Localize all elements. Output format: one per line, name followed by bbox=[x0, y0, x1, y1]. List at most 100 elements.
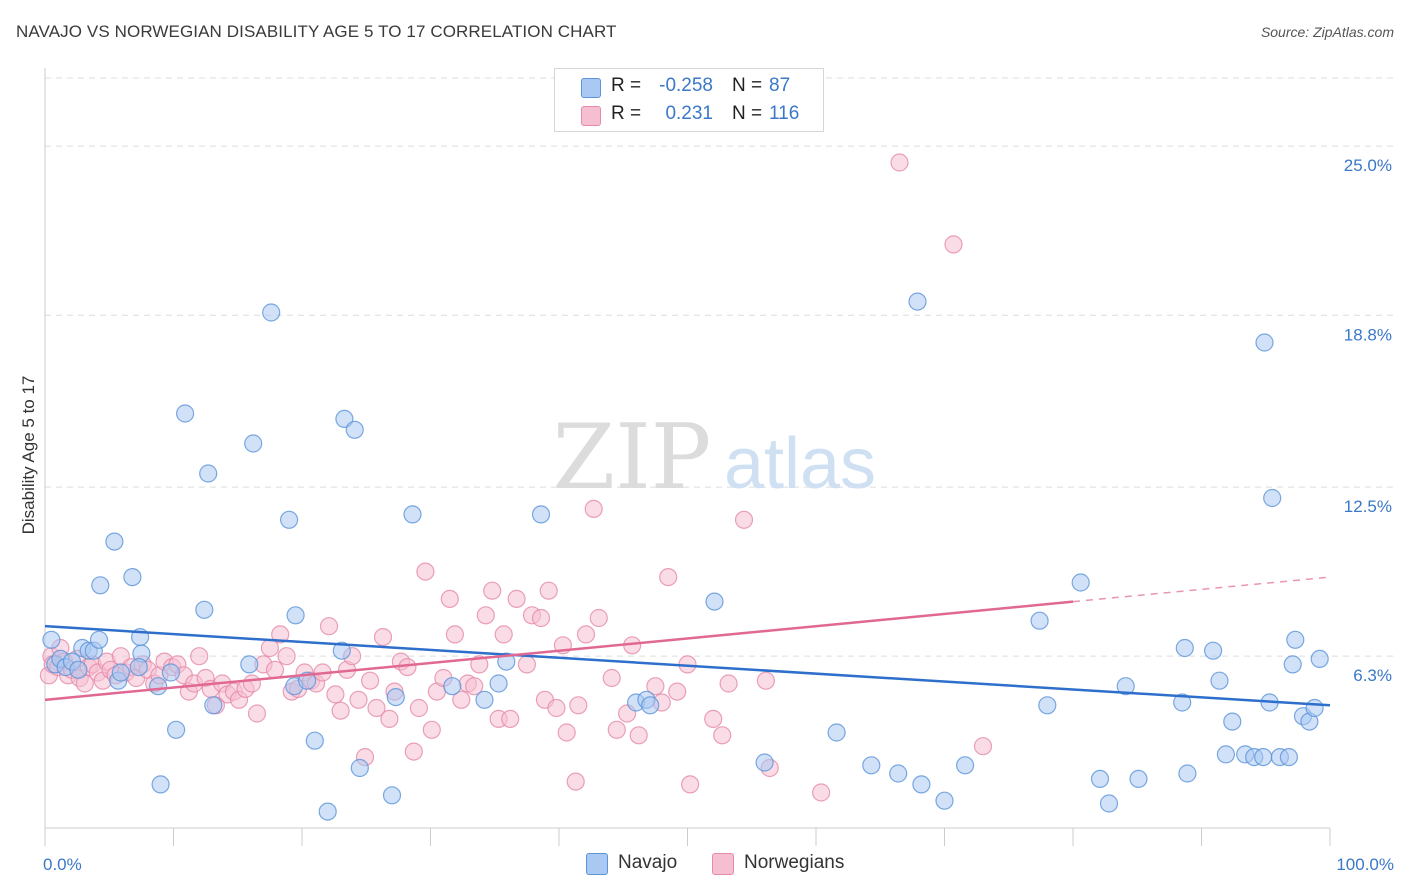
norwegians-point bbox=[277, 647, 296, 666]
norwegians-point bbox=[501, 709, 520, 729]
norwegians-legend-swatch bbox=[712, 853, 734, 875]
legend-n-label: N = bbox=[732, 75, 763, 96]
navajo-swatch bbox=[581, 78, 601, 98]
norwegians-point bbox=[890, 153, 909, 172]
navajo-point bbox=[1263, 488, 1282, 508]
y-tick-label: 25.0% bbox=[1344, 156, 1392, 175]
navajo-point bbox=[1286, 630, 1305, 649]
norwegians-point bbox=[811, 783, 831, 802]
norwegians-point bbox=[367, 698, 386, 718]
norwegians-point bbox=[331, 701, 350, 720]
navajo-point bbox=[908, 292, 927, 311]
norwegians-point bbox=[494, 625, 513, 644]
norwegians-point bbox=[416, 562, 435, 581]
navajo-point bbox=[912, 775, 931, 794]
norwegians-point bbox=[465, 677, 484, 696]
watermark: ZIP atlas bbox=[553, 405, 876, 510]
navajo-point bbox=[1116, 677, 1135, 696]
navajo-point bbox=[332, 641, 351, 660]
norwegians-point bbox=[242, 674, 261, 693]
navajo-point bbox=[167, 720, 186, 739]
norwegians-point bbox=[734, 510, 754, 529]
norwegians-point bbox=[190, 647, 209, 666]
y-tick-label: 18.8% bbox=[1344, 325, 1392, 344]
legend-n-value: 116 bbox=[769, 103, 800, 124]
norwegians-point bbox=[589, 608, 608, 628]
norwegians-point bbox=[271, 625, 290, 644]
norwegians-point bbox=[646, 677, 665, 696]
legend-r-value: -0.258 bbox=[659, 75, 713, 96]
navajo-point bbox=[129, 657, 148, 677]
norwegians-point bbox=[247, 704, 267, 723]
norwegians-point bbox=[422, 720, 441, 739]
axes bbox=[44, 68, 1331, 846]
navajo-point bbox=[89, 630, 109, 649]
norwegians-point bbox=[517, 655, 537, 674]
navajo-point bbox=[1099, 794, 1119, 813]
navajo-point bbox=[443, 677, 462, 696]
norwegians-point bbox=[476, 606, 495, 625]
tick-labels: 6.3% 12.5% 18.8% 25.0% 0.0% 100.0% bbox=[43, 156, 1394, 874]
navajo-point bbox=[1305, 698, 1324, 718]
norwegians-legend-label: Norwegians bbox=[744, 852, 845, 873]
navajo-point bbox=[262, 303, 281, 322]
norwegians-point bbox=[265, 660, 285, 679]
navajo-point bbox=[318, 802, 337, 821]
navajo-point bbox=[862, 756, 881, 775]
navajo-point bbox=[1255, 333, 1274, 352]
navajo-point bbox=[955, 756, 975, 775]
navajo-trend-line bbox=[44, 624, 1331, 707]
navajo-point bbox=[755, 753, 774, 772]
norwegians-point bbox=[547, 698, 566, 718]
legend-n-value: 87 bbox=[769, 75, 791, 96]
legend-n-label: N = bbox=[732, 103, 763, 124]
y-tick-label: 12.5% bbox=[1344, 497, 1392, 516]
legend-row-navajo: R = -0.258 N = 87 bbox=[555, 72, 823, 100]
navajo-point bbox=[176, 404, 195, 423]
norwegians-point bbox=[659, 567, 678, 587]
norwegians-point bbox=[361, 671, 380, 690]
legend-row-norwegians: R = 0.231 N = 116 bbox=[555, 100, 823, 128]
norwegians-point bbox=[566, 772, 585, 791]
navajo-point bbox=[827, 723, 846, 742]
watermark-atlas: atlas bbox=[724, 424, 876, 504]
navajo-point bbox=[42, 630, 61, 649]
correlation-legend: R = -0.258 N = 87 R = 0.231 N = 116 bbox=[554, 68, 824, 132]
norwegians-point bbox=[944, 235, 963, 254]
navajo-point bbox=[475, 690, 494, 709]
navajo-point bbox=[705, 592, 724, 611]
norwegians-point bbox=[584, 499, 603, 518]
norwegians-trend-extension bbox=[1072, 576, 1331, 603]
norwegians-point bbox=[326, 685, 345, 704]
norwegians-point bbox=[409, 698, 428, 718]
norwegians-point bbox=[373, 627, 393, 647]
norwegians-point bbox=[756, 671, 776, 690]
grid-lines bbox=[45, 77, 1395, 657]
navajo-point bbox=[403, 505, 422, 524]
norwegians-point bbox=[973, 737, 993, 756]
norwegians-point bbox=[440, 589, 459, 609]
navajo-point bbox=[641, 696, 660, 715]
navajo-point bbox=[244, 434, 263, 453]
norwegians-point bbox=[319, 617, 339, 636]
navajo-point bbox=[1090, 769, 1110, 789]
navajo-point bbox=[1279, 747, 1299, 767]
navajo-point bbox=[204, 696, 223, 715]
navajo-point bbox=[151, 775, 170, 794]
navajo-point bbox=[345, 420, 364, 439]
norwegians-point bbox=[576, 625, 596, 644]
norwegians-point bbox=[704, 709, 723, 729]
norwegians-swatch bbox=[581, 106, 601, 126]
norwegians-point bbox=[629, 726, 648, 745]
navajo-point bbox=[350, 758, 369, 778]
navajo-point bbox=[286, 606, 305, 625]
navajo-legend-swatch bbox=[586, 853, 608, 875]
navajo-point bbox=[1203, 641, 1223, 660]
navajo-point bbox=[489, 674, 508, 693]
navajo-point bbox=[889, 764, 908, 783]
navajo-point bbox=[305, 731, 324, 750]
y-tick-label: 6.3% bbox=[1353, 666, 1392, 685]
navajo-point bbox=[1071, 573, 1090, 592]
norwegians-point bbox=[713, 726, 732, 745]
